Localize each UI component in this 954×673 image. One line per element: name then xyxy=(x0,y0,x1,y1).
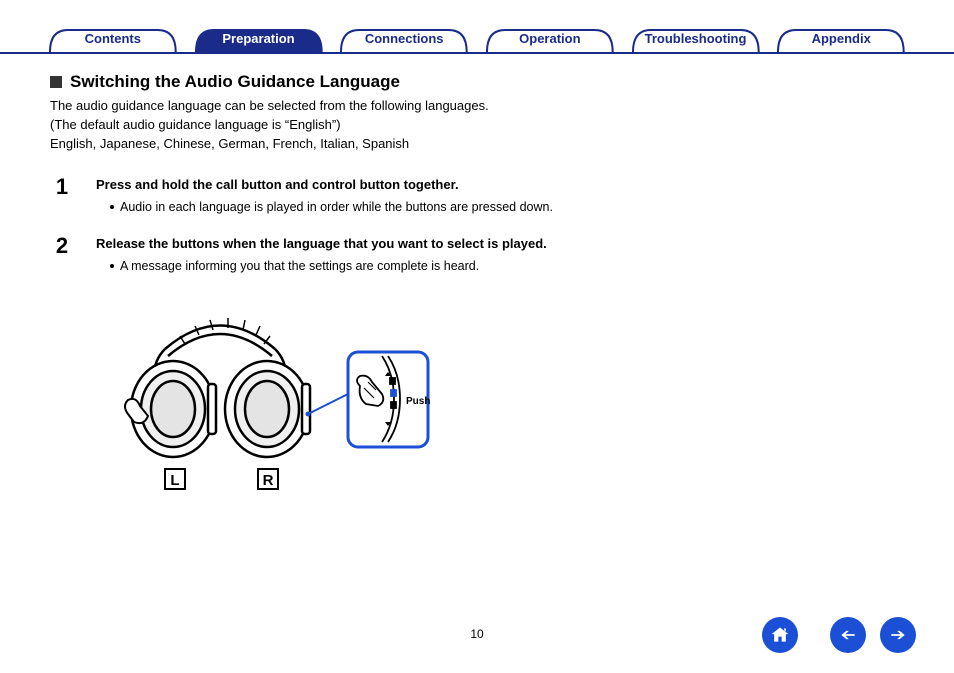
step-number: 2 xyxy=(50,235,74,276)
section-title-text: Switching the Audio Guidance Language xyxy=(70,72,400,92)
bullet-icon xyxy=(110,205,114,209)
step-body: Press and hold the call button and contr… xyxy=(96,176,570,217)
step-number: 1 xyxy=(50,176,74,217)
tab-contents[interactable]: Contents xyxy=(40,28,186,52)
home-button[interactable] xyxy=(762,617,798,653)
step-item: 1 Press and hold the call button and con… xyxy=(50,176,570,217)
step-item: 2 Release the buttons when the language … xyxy=(50,235,570,276)
tab-appendix[interactable]: Appendix xyxy=(768,28,914,52)
tab-connections[interactable]: Connections xyxy=(331,28,477,52)
headphone-illustration: Push L R xyxy=(110,294,904,499)
tab-label: Troubleshooting xyxy=(645,31,747,46)
square-bullet-icon xyxy=(50,76,62,88)
step-title: Press and hold the call button and contr… xyxy=(96,176,570,194)
bullet-icon xyxy=(110,264,114,268)
section-title: Switching the Audio Guidance Language xyxy=(50,72,904,92)
tab-label: Operation xyxy=(519,31,580,46)
step-detail: Audio in each language is played in orde… xyxy=(96,199,570,217)
step-detail-text: Audio in each language is played in orde… xyxy=(120,199,553,217)
step-detail-text: A message informing you that the setting… xyxy=(120,258,479,276)
next-button[interactable] xyxy=(880,617,916,653)
nav-icons xyxy=(762,617,916,653)
right-label: R xyxy=(263,472,274,489)
tab-label: Connections xyxy=(365,31,444,46)
tab-label: Contents xyxy=(85,31,141,46)
step-body: Release the buttons when the language th… xyxy=(96,235,570,276)
steps-list: 1 Press and hold the call button and con… xyxy=(50,176,570,276)
push-label: Push xyxy=(406,396,430,407)
tab-troubleshooting[interactable]: Troubleshooting xyxy=(623,28,769,52)
tab-operation[interactable]: Operation xyxy=(477,28,623,52)
step-title: Release the buttons when the language th… xyxy=(96,235,570,253)
section-intro: The audio guidance language can be selec… xyxy=(50,97,490,154)
page-content: Switching the Audio Guidance Language Th… xyxy=(0,54,954,499)
arrow-right-icon xyxy=(888,625,908,645)
left-label: L xyxy=(170,472,179,489)
arrow-left-icon xyxy=(838,625,858,645)
tab-label: Preparation xyxy=(222,31,294,46)
tab-label: Appendix xyxy=(812,31,871,46)
prev-button[interactable] xyxy=(830,617,866,653)
step-detail: A message informing you that the setting… xyxy=(96,258,570,276)
tab-bar: Contents Preparation Connections Operati… xyxy=(0,0,954,54)
home-icon xyxy=(770,625,790,645)
tab-preparation[interactable]: Preparation xyxy=(186,28,332,52)
